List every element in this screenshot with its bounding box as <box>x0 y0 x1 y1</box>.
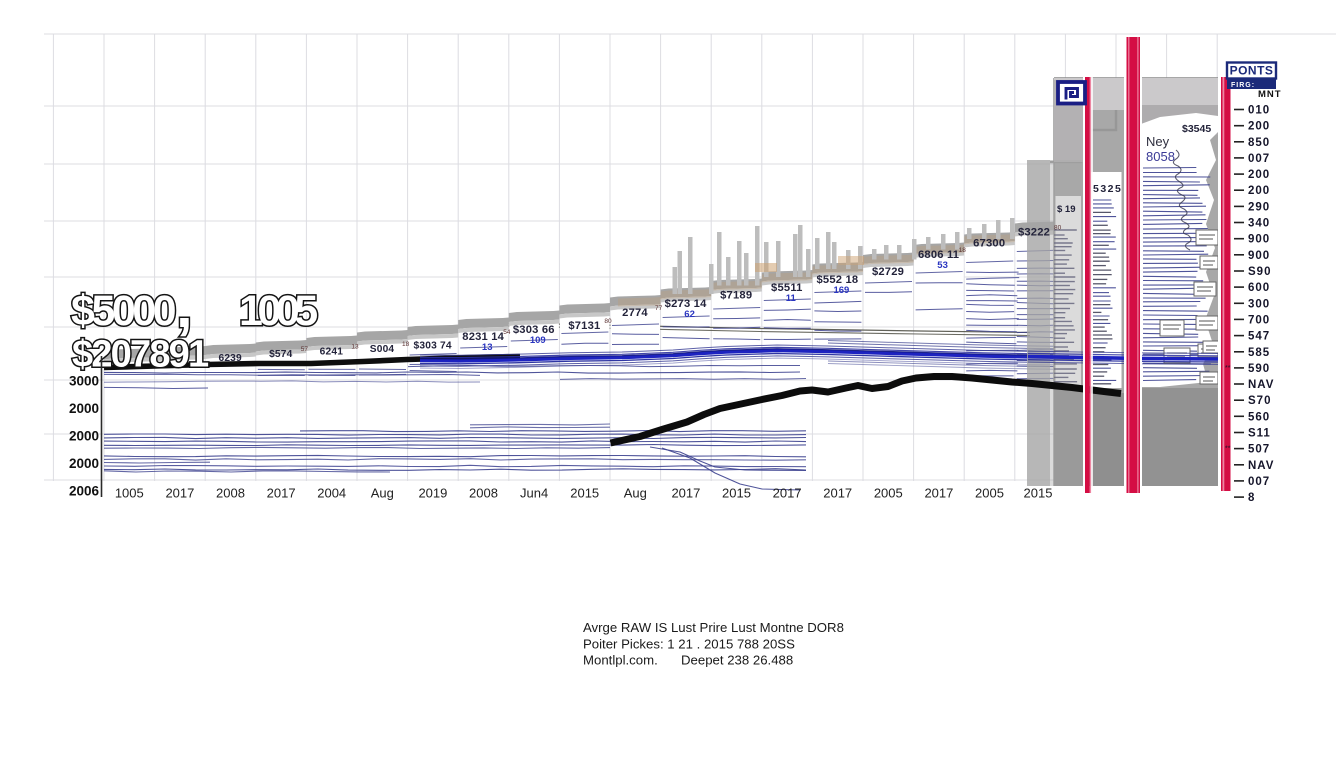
svg-text:54: 54 <box>503 329 511 336</box>
svg-text:169: 169 <box>833 285 849 296</box>
svg-text:S11: S11 <box>1248 428 1271 440</box>
svg-text:Montlpl.com.: Montlpl.com. <box>583 653 658 668</box>
svg-text:2017: 2017 <box>924 486 953 501</box>
svg-text:S90: S90 <box>1248 266 1271 278</box>
svg-text:2008: 2008 <box>469 486 498 501</box>
svg-text:590: 590 <box>1248 363 1270 375</box>
svg-text:2017: 2017 <box>267 486 296 501</box>
svg-text:**: ** <box>1225 446 1231 453</box>
svg-text:010: 010 <box>1248 105 1270 117</box>
svg-text:200: 200 <box>1248 169 1270 181</box>
svg-text:Jun4: Jun4 <box>520 486 548 501</box>
svg-text:290: 290 <box>1248 201 1270 213</box>
svg-text:18: 18 <box>402 341 410 348</box>
svg-text:2017: 2017 <box>773 486 802 501</box>
svg-text:$207891: $207891 <box>72 334 209 376</box>
svg-text:2017: 2017 <box>671 486 700 501</box>
svg-text:$5511: $5511 <box>771 282 803 294</box>
svg-text:2000: 2000 <box>69 401 99 416</box>
svg-text:007: 007 <box>1248 476 1270 488</box>
svg-text:$3222: $3222 <box>1018 227 1050 239</box>
svg-text:850: 850 <box>1248 137 1270 149</box>
svg-text:$7189: $7189 <box>720 290 752 302</box>
svg-text:2015: 2015 <box>722 486 751 501</box>
svg-text:$552 18: $552 18 <box>816 274 858 286</box>
svg-text:700: 700 <box>1248 314 1270 326</box>
svg-text:**: ** <box>1225 365 1231 372</box>
svg-text:2006: 2006 <box>69 484 100 499</box>
svg-text:2017: 2017 <box>165 486 194 501</box>
svg-text:67300: 67300 <box>973 238 1005 250</box>
svg-text:2000: 2000 <box>69 456 99 471</box>
svg-text:8231 14: 8231 14 <box>462 331 504 343</box>
svg-text:13: 13 <box>351 344 359 351</box>
svg-text:1005: 1005 <box>115 486 144 501</box>
svg-text:$7131: $7131 <box>568 320 600 332</box>
svg-text:80: 80 <box>1054 225 1062 232</box>
svg-text:1005: 1005 <box>239 287 317 335</box>
svg-text:$273 14: $273 14 <box>665 298 707 310</box>
svg-text:$2729: $2729 <box>872 266 904 278</box>
svg-text:2015: 2015 <box>1024 486 1053 501</box>
svg-text:200: 200 <box>1248 185 1270 197</box>
svg-text:77: 77 <box>655 305 663 312</box>
svg-text:57: 57 <box>301 346 309 353</box>
svg-text:S004: S004 <box>370 344 395 355</box>
svg-text:109: 109 <box>530 335 546 346</box>
svg-text:300: 300 <box>1248 298 1270 310</box>
svg-text:$303 74: $303 74 <box>413 341 451 352</box>
svg-text:2008: 2008 <box>216 486 245 501</box>
svg-text:3000: 3000 <box>69 374 99 389</box>
svg-text:2017: 2017 <box>823 486 852 501</box>
svg-text:6239: 6239 <box>218 353 242 364</box>
svg-text:62: 62 <box>684 309 695 320</box>
svg-text:MNT: MNT <box>1258 89 1282 100</box>
svg-text:S70: S70 <box>1248 395 1271 407</box>
svg-text:007: 007 <box>1248 153 1270 165</box>
svg-text:11: 11 <box>786 293 797 304</box>
svg-text:,: , <box>176 273 193 340</box>
svg-text:6806 11: 6806 11 <box>918 249 959 261</box>
svg-text:6241: 6241 <box>320 347 344 358</box>
svg-text:$ 19: $ 19 <box>1057 204 1076 215</box>
svg-text:Aug: Aug <box>624 486 647 501</box>
svg-text:600: 600 <box>1248 282 1270 294</box>
svg-text:$574: $574 <box>269 349 293 360</box>
svg-text:2019: 2019 <box>418 486 447 501</box>
svg-text:53: 53 <box>937 260 948 271</box>
svg-text:2005: 2005 <box>975 486 1004 501</box>
svg-text:13: 13 <box>482 342 493 353</box>
svg-text:5325: 5325 <box>1093 183 1122 195</box>
svg-text:Deepet 238 26.488: Deepet 238 26.488 <box>681 653 793 668</box>
svg-text:2015: 2015 <box>570 486 599 501</box>
svg-text:Aug: Aug <box>371 486 394 501</box>
svg-text:$303 66: $303 66 <box>513 324 555 336</box>
svg-text:2774: 2774 <box>622 307 648 319</box>
svg-text:PONTS: PONTS <box>1230 64 1274 78</box>
svg-text:NAV: NAV <box>1248 460 1274 472</box>
svg-text:2000: 2000 <box>69 429 99 444</box>
svg-text:Ney: Ney <box>1146 134 1170 149</box>
svg-text:340: 340 <box>1248 218 1270 230</box>
svg-text:2005: 2005 <box>874 486 903 501</box>
svg-text:900: 900 <box>1248 250 1270 262</box>
svg-text:18: 18 <box>959 247 967 254</box>
svg-text:Poiter Pickes: 1 21 . 2015 788: Poiter Pickes: 1 21 . 2015 788 20SS <box>583 637 795 652</box>
svg-text:547: 547 <box>1248 331 1270 343</box>
svg-text:$5000: $5000 <box>71 287 176 335</box>
svg-text:8: 8 <box>1248 492 1255 504</box>
svg-text:2004: 2004 <box>317 486 346 501</box>
svg-text:8058: 8058 <box>1146 149 1175 164</box>
svg-text:$3545: $3545 <box>1182 123 1211 135</box>
svg-text:Avrge RAW IS Lust Prire Lust M: Avrge RAW IS Lust Prire Lust Montne DOR8 <box>583 620 844 635</box>
svg-text:200: 200 <box>1248 121 1270 133</box>
svg-text:80: 80 <box>604 318 612 325</box>
svg-text:507: 507 <box>1248 444 1270 456</box>
svg-text:585: 585 <box>1248 347 1270 359</box>
svg-text:560: 560 <box>1248 411 1270 423</box>
svg-text:900: 900 <box>1248 234 1270 246</box>
svg-text:FIRG:: FIRG: <box>1231 82 1255 89</box>
svg-text:NAV: NAV <box>1248 379 1274 391</box>
